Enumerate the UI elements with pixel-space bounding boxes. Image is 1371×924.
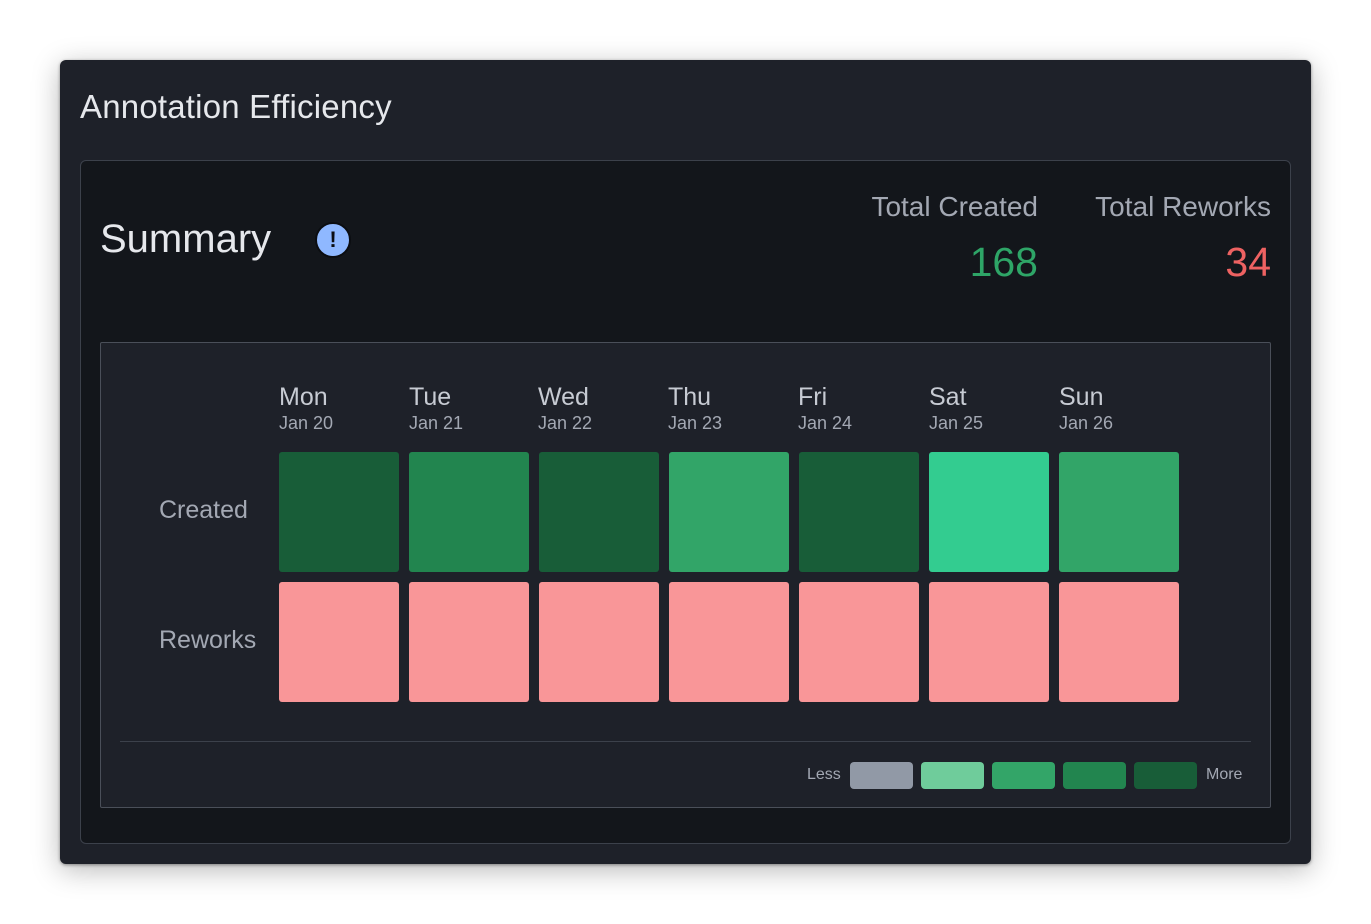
day-header-thu: Thu Jan 23: [668, 382, 722, 434]
legend-swatch-3: [992, 762, 1055, 789]
legend-swatch-1: [850, 762, 913, 789]
day-name: Tue: [409, 383, 452, 411]
day-header-fri: Fri Jan 24: [798, 382, 852, 434]
day-date: Jan 20: [279, 413, 334, 433]
summary-title: Summary: [100, 217, 272, 261]
total-created-stat: Total Created 168: [871, 191, 1038, 285]
row-label-reworks: Reworks: [159, 626, 257, 654]
heatmap-cell-reworks-sun[interactable]: [1059, 582, 1179, 702]
day-header-mon: Mon Jan 20: [279, 382, 333, 434]
heatmap-cell-reworks-sat[interactable]: [929, 582, 1049, 702]
row-label-created: Created: [159, 496, 248, 524]
day-date: Jan 22: [538, 413, 593, 433]
day-name: Sat: [929, 383, 967, 411]
heatmap-cell-reworks-thu[interactable]: [669, 582, 789, 702]
total-created-value: 168: [969, 239, 1038, 285]
day-date: Jan 21: [409, 413, 464, 433]
day-date: Jan 26: [1059, 413, 1114, 433]
day-header-wed: Wed Jan 22: [538, 382, 592, 434]
heatmap-cell-reworks-wed[interactable]: [539, 582, 659, 702]
day-date: Jan 25: [929, 413, 984, 433]
day-name: Sun: [1059, 383, 1104, 411]
heatmap-cell-reworks-mon[interactable]: [279, 582, 399, 702]
heatmap-cell-reworks-tue[interactable]: [409, 582, 529, 702]
legend-swatch-4: [1063, 762, 1126, 789]
total-created-label: Total Created: [871, 191, 1038, 222]
heatmap-cell-reworks-fri[interactable]: [799, 582, 919, 702]
legend-swatch-5: [1134, 762, 1197, 789]
total-reworks-label: Total Reworks: [1095, 191, 1271, 222]
heatmap-panel: Mon Jan 20 Tue Jan 21 Wed Jan 22 Thu Jan…: [100, 342, 1271, 808]
day-header-sat: Sat Jan 25: [929, 382, 983, 434]
heatmap-cell-created-sat[interactable]: [929, 452, 1049, 572]
total-reworks-stat: Total Reworks 34: [1095, 191, 1271, 285]
day-date: Jan 24: [798, 413, 853, 433]
annotation-efficiency-card: Annotation Efficiency Summary ! Total Cr…: [60, 60, 1311, 864]
day-name: Fri: [798, 383, 828, 411]
day-date: Jan 23: [668, 413, 723, 433]
legend-swatch-2: [921, 762, 984, 789]
day-name: Mon: [279, 383, 328, 411]
heatmap-cell-created-fri[interactable]: [799, 452, 919, 572]
heatmap-cell-created-wed[interactable]: [539, 452, 659, 572]
heatmap-cell-created-tue[interactable]: [409, 452, 529, 572]
day-name: Wed: [538, 383, 589, 411]
info-icon[interactable]: !: [315, 222, 351, 258]
total-reworks-value: 34: [1225, 239, 1271, 285]
day-header-tue: Tue Jan 21: [409, 382, 463, 434]
day-header-sun: Sun Jan 26: [1059, 382, 1113, 434]
day-name: Thu: [668, 383, 712, 411]
legend-more-label: More: [1206, 766, 1243, 783]
heatmap-cell-created-mon[interactable]: [279, 452, 399, 572]
legend-divider: [120, 741, 1251, 742]
legend-less-label: Less: [807, 766, 841, 783]
summary-panel: Summary ! Total Created 168 Total Rework…: [80, 160, 1291, 844]
heatmap-cell-created-sun[interactable]: [1059, 452, 1179, 572]
heatmap-cell-created-thu[interactable]: [669, 452, 789, 572]
card-title: Annotation Efficiency: [80, 88, 392, 125]
